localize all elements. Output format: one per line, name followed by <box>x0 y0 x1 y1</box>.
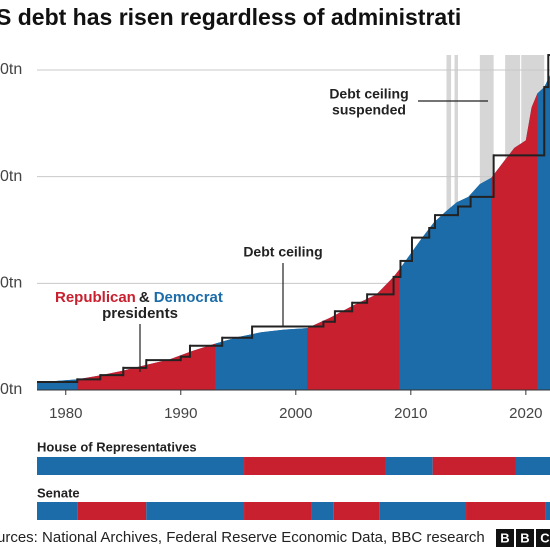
logo-letter: C <box>540 530 550 545</box>
x-tick-label: 2010 <box>394 405 427 422</box>
presidency-band <box>537 75 550 390</box>
congress-band <box>311 502 334 520</box>
logo-letter: B <box>500 530 509 545</box>
logo-block <box>516 529 534 547</box>
congress-label: Senate <box>37 485 80 500</box>
congress-band <box>244 457 386 475</box>
congress-band <box>379 502 467 520</box>
legend-suffix: presidents <box>102 305 178 322</box>
presidency-band <box>37 75 78 390</box>
y-tick-label: 0tn <box>0 275 22 292</box>
congress-band <box>466 502 546 520</box>
congress-band <box>432 457 516 475</box>
annotation: suspended <box>332 102 406 118</box>
y-tick-label: 0tn <box>0 381 22 398</box>
x-tick-label: 2000 <box>279 405 312 422</box>
x-tick-label: 1980 <box>49 405 82 422</box>
logo-letter: B <box>520 530 529 545</box>
x-tick-label: 1990 <box>164 405 197 422</box>
congress-band <box>545 502 550 520</box>
chart-title: S debt has risen regardless of administr… <box>0 4 461 30</box>
congress-label: House of Representatives <box>37 439 197 454</box>
legend: Republican & Democrat <box>55 289 223 306</box>
congress-band <box>515 457 550 475</box>
logo-block <box>496 529 514 547</box>
congress-band <box>333 502 380 520</box>
annotation: Debt ceiling <box>243 244 322 260</box>
congress-band <box>146 502 245 520</box>
y-tick-label: 0tn <box>0 168 22 185</box>
congress-band <box>37 502 78 520</box>
congress-band <box>77 502 147 520</box>
logo-block <box>536 529 550 547</box>
y-tick-label: 0tn <box>0 61 22 78</box>
legend-entry: Republican <box>55 289 136 306</box>
x-tick-label: 2020 <box>509 405 542 422</box>
legend-entry: Democrat <box>154 289 223 306</box>
congress-band <box>37 457 245 475</box>
congress-band <box>385 457 433 475</box>
presidency-band <box>215 75 308 390</box>
legend-joiner: & <box>139 289 150 306</box>
congress-band <box>244 502 312 520</box>
annotation: Debt ceiling <box>329 86 408 102</box>
source: urces: National Archives, Federal Reserv… <box>0 529 485 546</box>
presidency-band <box>77 75 216 390</box>
